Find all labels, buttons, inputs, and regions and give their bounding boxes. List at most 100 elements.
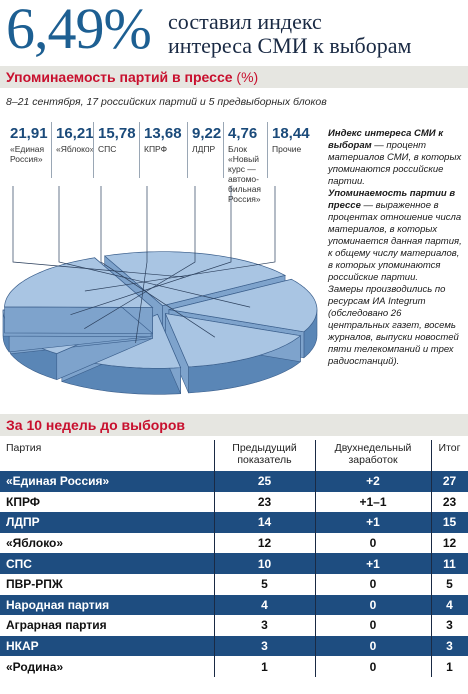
chart-subtitle: 8–21 сентября, 17 российских партий и 5 … <box>6 96 327 108</box>
legend-item: 13,68 КПРФ <box>144 125 182 154</box>
leader-line <box>100 186 216 338</box>
cell-prev: 25 <box>214 471 315 492</box>
table-row: «Родина» 1 0 1 <box>0 656 468 677</box>
legend-value: 16,21 <box>56 125 94 142</box>
cell-gain: 0 <box>315 594 431 616</box>
table-row: Народная партия 4 0 4 <box>0 594 468 616</box>
cell-prev: 10 <box>214 553 315 574</box>
legend-item: 9,22 ЛДПР <box>192 125 221 154</box>
table-row: ПВР-РПЖ 5 0 5 <box>0 573 468 595</box>
col-header-total: Итог <box>438 442 461 454</box>
note-def-1: — процент материалов СМИ, в которых упом… <box>328 140 462 187</box>
column-divider <box>315 440 316 677</box>
leader-line <box>58 186 251 308</box>
legend-label: КПРФ <box>144 144 168 154</box>
legend-label: «Единая Россия» <box>10 144 45 164</box>
cell-total: 27 <box>431 471 468 492</box>
cell-party: «Родина» <box>0 656 214 677</box>
legend-value: 9,22 <box>192 125 222 142</box>
legend-separator <box>187 122 188 178</box>
cell-party: ЛДПР <box>0 512 214 533</box>
table-row: НКАР 3 0 3 <box>0 635 468 657</box>
legend-label: СПС <box>98 144 117 154</box>
legend-separator <box>93 122 94 178</box>
cell-party: Аграрная партия <box>0 615 214 636</box>
headline-line-1: составил индекс <box>168 9 322 34</box>
cell-gain: 0 <box>315 656 431 677</box>
legend-value: 15,78 <box>98 125 136 142</box>
pie-slice-top <box>103 251 287 307</box>
pie-slice <box>4 257 154 335</box>
note-def-2: — выраженное в процентах отношение числа… <box>328 200 462 283</box>
table-row: Аграрная партия 3 0 3 <box>0 615 468 636</box>
table-header-row: Партия Предыдущий показатель Двухнедельн… <box>0 440 468 471</box>
legend-separator <box>139 122 140 178</box>
leader-line <box>84 186 276 292</box>
cell-party: Народная партия <box>0 594 214 616</box>
note-paragraph-2: Упоминаемость партии в прессе — выраженн… <box>328 188 464 284</box>
ratings-table: Партия Предыдущий показатель Двухнедельн… <box>0 440 468 677</box>
cell-prev: 14 <box>214 512 315 533</box>
pie-chart <box>2 186 318 395</box>
legend-separator <box>51 122 52 178</box>
cell-prev: 4 <box>214 594 315 616</box>
col-header-gain: Двухнедельный заработок <box>334 442 412 466</box>
cell-party: «Единая Россия» <box>0 471 214 492</box>
cell-gain: 0 <box>315 532 431 554</box>
cell-gain: 0 <box>315 573 431 595</box>
cell-total: 5 <box>431 573 468 595</box>
legend-label: Блок «Новый курс — автомо-бильная Россия» <box>228 144 262 204</box>
column-divider <box>214 440 215 677</box>
col-header-prev: Предыдущий показатель <box>232 442 297 466</box>
cell-total: 15 <box>431 512 468 533</box>
leader-line <box>84 186 196 329</box>
section-title: Упоминаемость партий в прессе (%) <box>6 69 258 85</box>
note-paragraph-3: Замеры производились по ресурсам ИА Inte… <box>328 284 459 367</box>
headline-text: составил индекс интереса СМИ к выборам <box>168 10 411 58</box>
note-term-2: Упоминаемость партии в прессе <box>328 188 456 211</box>
cell-prev: 5 <box>214 573 315 595</box>
legend-value: 13,68 <box>144 125 182 142</box>
legend-separator <box>223 122 224 178</box>
cell-total: 23 <box>431 491 468 513</box>
section-title-band: Упоминаемость партий в прессе (%) <box>0 66 468 88</box>
col-header-party: Партия <box>6 442 42 454</box>
legend-label: Прочие <box>272 144 302 154</box>
pie-chart-area: 21,91 «Единая Россия» 16,21 «Яблоко» 15,78 СПС… <box>0 112 468 412</box>
cell-gain: +1–1 <box>315 491 431 513</box>
cell-party: НКАР <box>0 635 214 657</box>
legend-value: 18,44 <box>272 125 310 142</box>
leader-line <box>70 186 232 316</box>
section-title-unit: (%) <box>236 69 259 85</box>
headline-number: 6,49% <box>6 0 152 61</box>
headline-line-2: интереса СМИ к выборам <box>168 33 412 58</box>
leader-line <box>135 186 148 343</box>
pie-slice-top <box>4 257 154 308</box>
table-row: СПС 10 +1 11 <box>0 553 468 574</box>
cell-prev: 1 <box>214 656 315 677</box>
cell-party: СПС <box>0 553 214 574</box>
cell-gain: 0 <box>315 615 431 636</box>
cell-total: 4 <box>431 594 468 616</box>
cell-total: 1 <box>431 656 468 677</box>
column-divider <box>431 440 432 677</box>
legend-value: 4,76 <box>228 125 258 142</box>
cell-total: 11 <box>431 553 468 574</box>
cell-party: КПРФ <box>0 491 214 513</box>
legend-value: 21,91 <box>10 125 48 142</box>
leader-line <box>12 186 186 278</box>
legend-item: 18,44 Прочие <box>272 125 310 154</box>
legend-item: 15,78 СПС <box>98 125 136 154</box>
header: 6,49% составил индекс интереса СМИ к выб… <box>0 0 468 66</box>
cell-party: «Яблоко» <box>0 532 214 554</box>
side-note: Индекс интереса СМИ к выборам — процент … <box>328 128 464 368</box>
legend-label: «Яблоко» <box>56 144 95 154</box>
cell-gain: +1 <box>315 553 431 574</box>
cell-total: 3 <box>431 635 468 657</box>
cell-prev: 3 <box>214 615 315 636</box>
note-paragraph-1: Индекс интереса СМИ к выборам — процент … <box>328 128 464 188</box>
cell-prev: 3 <box>214 635 315 657</box>
table-title-band: За 10 недель до выборов <box>0 414 468 436</box>
cell-gain: +2 <box>315 471 431 492</box>
table-row: «Яблоко» 12 0 12 <box>0 532 468 554</box>
